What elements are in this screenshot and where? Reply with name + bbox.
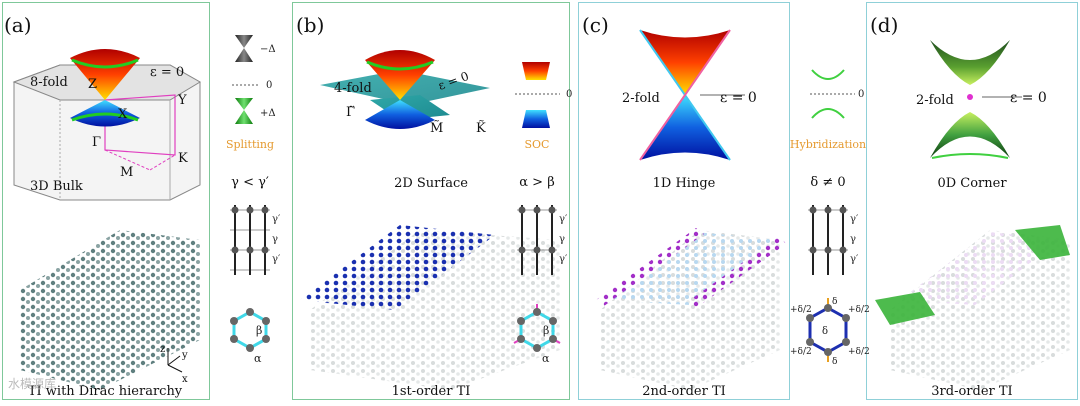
point-m-tilde: M̃ (430, 120, 443, 136)
zero-c: 0 (858, 89, 864, 100)
chain-c (808, 205, 848, 275)
soc-bands (515, 62, 560, 128)
minus-delta: −Δ (260, 44, 276, 55)
chain-a (230, 205, 270, 275)
alpha-b: α (542, 352, 550, 365)
hex-a (230, 308, 270, 352)
beta-a: β (256, 324, 262, 337)
word-soc: SOC (525, 138, 550, 151)
relation-alpha: α > β (519, 175, 554, 190)
relation-gamma: γ < γ′ (231, 175, 269, 190)
panel-b-caption: 1st-order TI (392, 384, 471, 399)
corner-bands (930, 40, 1010, 159)
point-z: Z (88, 77, 97, 92)
zero-b: 0 (566, 89, 572, 100)
alpha-a: α (254, 352, 262, 365)
panel-b-label: (b) (296, 13, 324, 37)
point-gamma: Γ (92, 135, 101, 150)
surface-lattice (300, 225, 560, 390)
panel-d-eps: ε = 0 (1010, 90, 1047, 106)
panel-c-label: (c) (582, 13, 609, 37)
gamma-1: γ (272, 234, 278, 245)
panel-d-region: 0D Corner (937, 176, 1007, 191)
point-k-tilde: K̃ (476, 120, 486, 136)
hybridization-bands (810, 69, 855, 119)
hinge-lattice (596, 228, 786, 390)
panel-a-region: 3D Bulk (30, 179, 83, 194)
split-cones (232, 35, 260, 124)
panel-a-eps: ε = 0 (150, 65, 184, 80)
plus-delta: +Δ (260, 108, 276, 119)
hex-c-label-3: +δ/2 (848, 305, 870, 315)
gamma-prime-4: γ′ (559, 254, 568, 265)
relation-delta: δ ≠ 0 (810, 175, 845, 190)
panel-d-label: (d) (870, 13, 898, 37)
gamma-prime-5: γ′ (850, 214, 859, 225)
hex-c-label-6: +δ/2 (848, 347, 870, 357)
gamma-prime-2: γ′ (272, 254, 281, 265)
hex-c-label-1: +δ/2 (790, 305, 812, 315)
point-x: X (118, 107, 128, 122)
beta-b: β (543, 324, 549, 337)
gamma-prime-6: γ′ (850, 254, 859, 265)
gamma-prime-1: γ′ (272, 214, 281, 225)
panel-b-fold: 4-fold (334, 81, 372, 96)
hinge-bands (639, 29, 731, 161)
gamma-2: γ (559, 234, 565, 245)
gamma-3: γ (850, 234, 856, 245)
panel-d-fold: 2-fold (916, 93, 954, 108)
panel-c-eps: ε = 0 (720, 90, 757, 106)
panel-b-region: 2D Surface (394, 176, 468, 191)
point-y: Y (177, 93, 187, 108)
axis-z-a: z (160, 344, 165, 355)
panel-c-fold: 2-fold (622, 91, 660, 106)
bulk-dirac-cone (70, 49, 140, 127)
hex-c-label-2: δ (832, 297, 837, 307)
chain-b (517, 205, 557, 275)
axis-glyph-a (167, 348, 183, 373)
panel-a-label: (a) (4, 13, 32, 37)
point-k: K (178, 151, 188, 166)
surface-plane (320, 50, 490, 129)
axis-y-a: y (181, 350, 188, 361)
corner-lattice (875, 225, 1070, 390)
axis-x-a: x (182, 374, 188, 385)
panel-a-fold: 8-fold (30, 75, 68, 90)
hex-b (513, 304, 561, 352)
word-hybridization: Hybridization (790, 138, 866, 151)
point-gamma-tilde: Γ̃ (346, 105, 355, 120)
point-m: M (120, 165, 133, 180)
watermark: 水模源库 (8, 376, 56, 391)
panel-d-caption: 3rd-order TI (931, 384, 1012, 399)
gamma-prime-3: γ′ (559, 214, 568, 225)
hex-c-label-5: δ (832, 357, 837, 367)
hex-c (806, 298, 850, 362)
zero-a: 0 (266, 80, 272, 91)
hex-c-label-7: δ (822, 326, 828, 337)
panel-c-caption: 2nd-order TI (642, 384, 726, 399)
panel-a-caption: TI with Dirac hierarchy (28, 384, 183, 399)
bulk-lattice (20, 230, 200, 390)
panel-c-region: 1D Hinge (653, 176, 716, 191)
word-splitting: Splitting (226, 138, 274, 151)
hex-c-label-4: +δ/2 (790, 347, 812, 357)
